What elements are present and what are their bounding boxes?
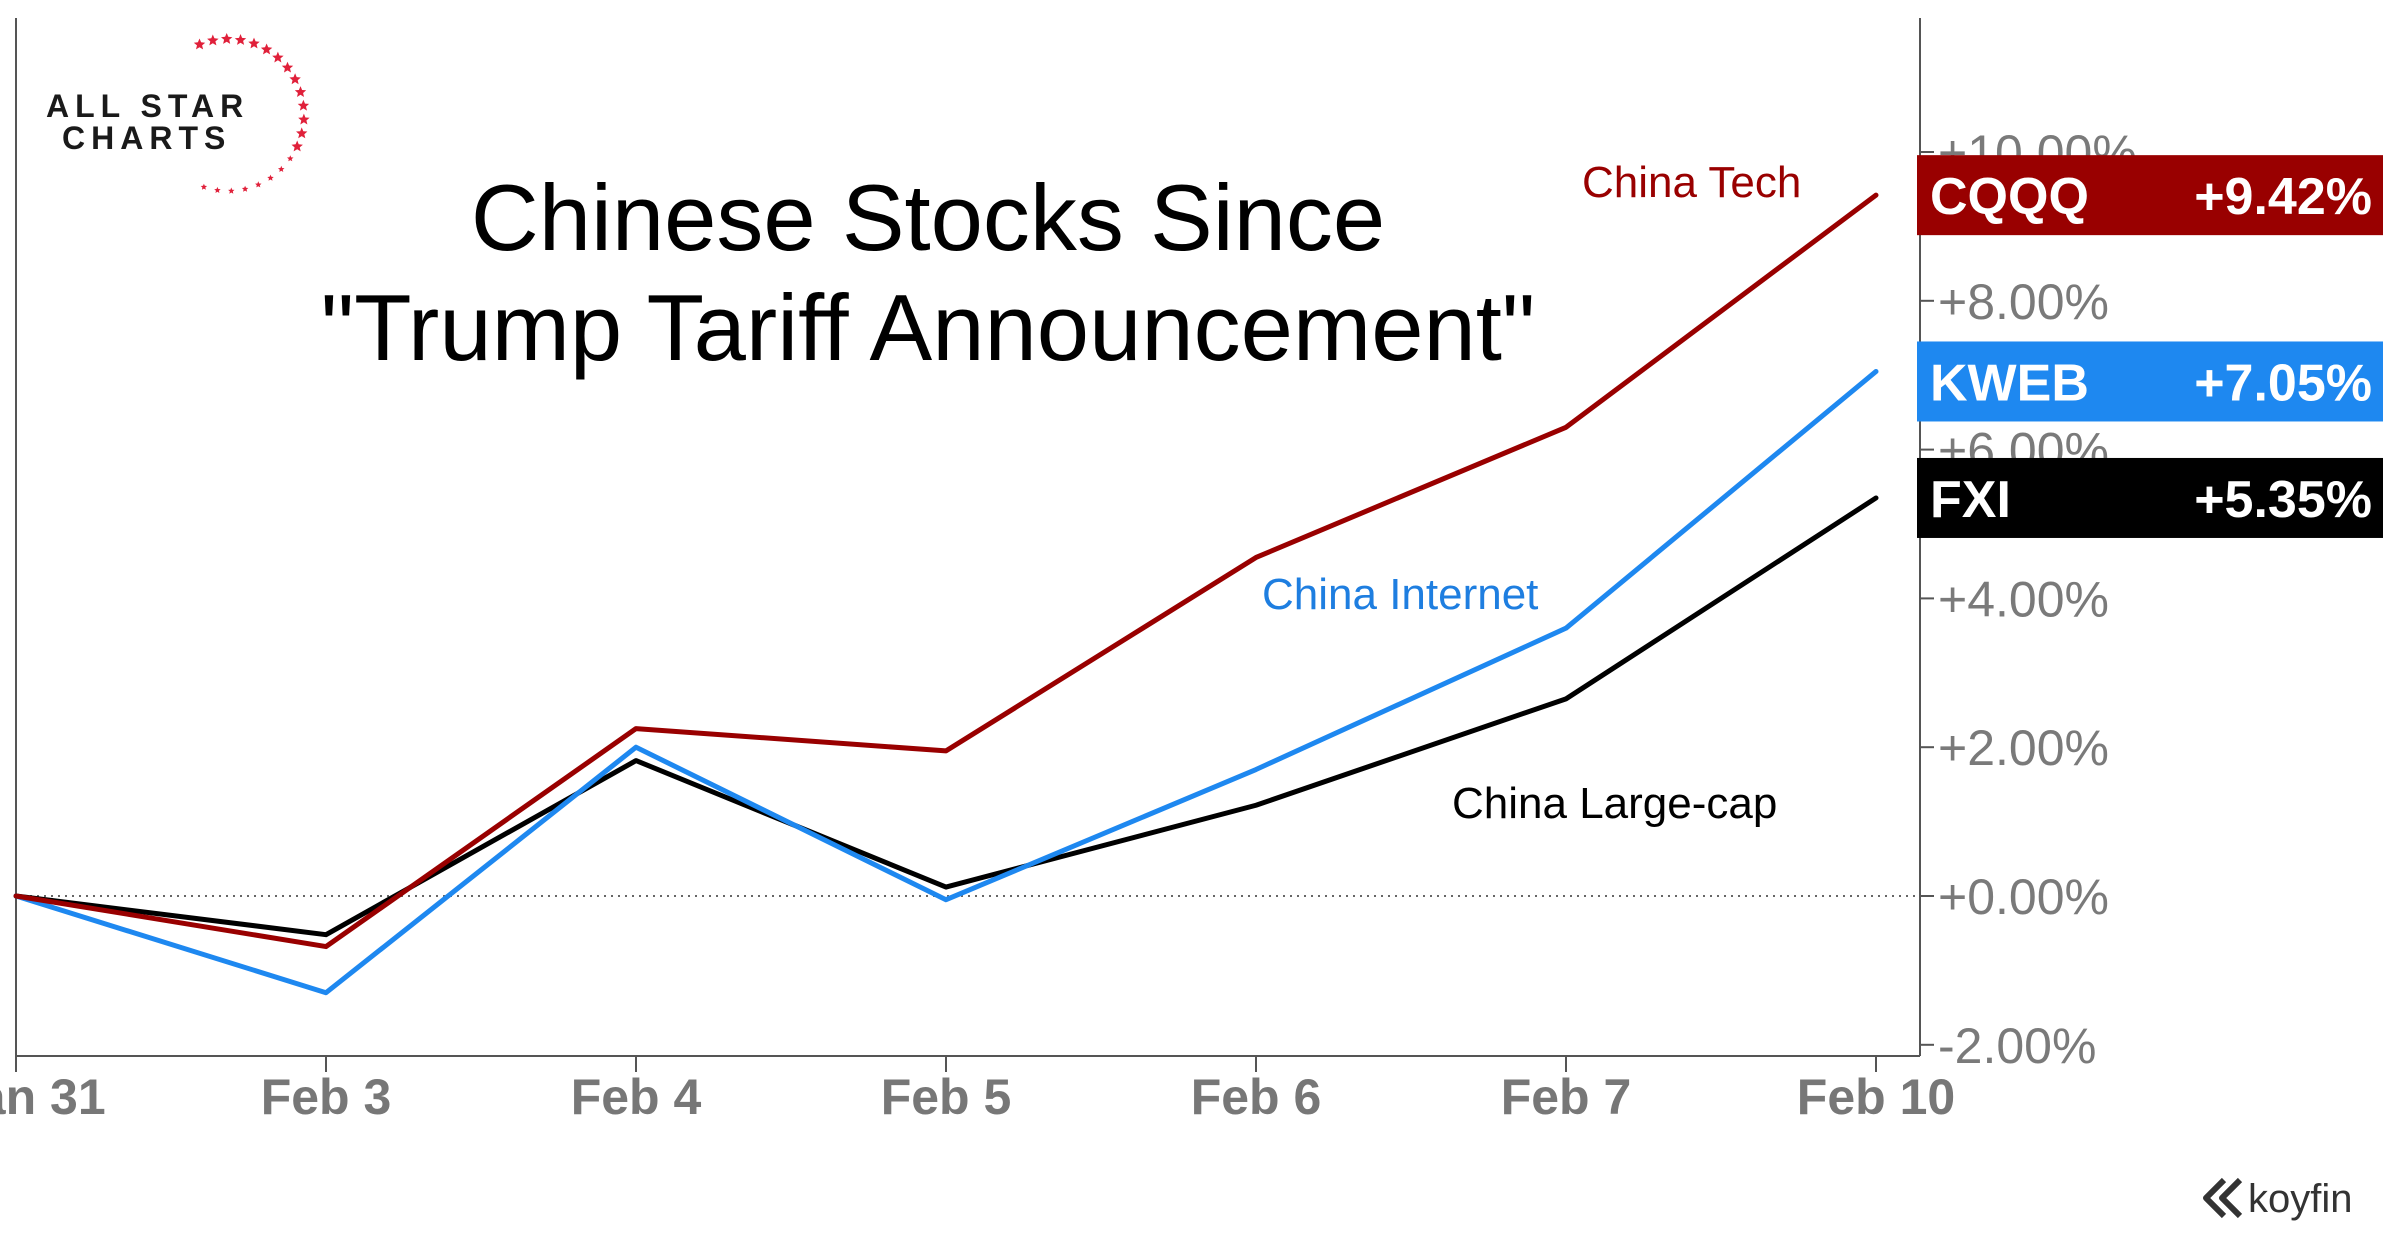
koyfin-mark-icon — [2203, 1177, 2243, 1219]
x-tick-label: Feb 3 — [261, 1069, 392, 1125]
x-tick-label: Feb 10 — [1797, 1069, 1955, 1125]
y-tick-label: +8.00% — [1938, 274, 2109, 330]
chart-title-line2: "Trump Tariff Announcement" — [321, 275, 1536, 380]
badge-ticker: FXI — [1930, 471, 2011, 529]
y-tick-label: +2.00% — [1938, 720, 2109, 776]
y-tick-label: +4.00% — [1938, 571, 2109, 627]
series-line-kweb — [13, 368, 1879, 996]
last-value-badges: CQQQ +9.42% KWEB +7.05% FXI +5.35% — [1917, 155, 2383, 538]
x-tick-label: Feb 6 — [1191, 1069, 1322, 1125]
y-tick-label: +0.00% — [1938, 869, 2109, 925]
x-tick-label: Feb 4 — [571, 1069, 702, 1125]
badge-kweb — [1917, 341, 2383, 422]
logo-line2: CHARTS — [62, 120, 231, 156]
logo-line1: ALL STAR — [46, 88, 249, 124]
y-tick-label: -2.00% — [1938, 1018, 2096, 1074]
y-axis-ticks: +10.00%+8.00%+6.00%+4.00%+2.00%+0.00%-2.… — [1920, 125, 2137, 1074]
badge-ticker: KWEB — [1930, 354, 2089, 412]
series-line-fxi — [13, 495, 1879, 938]
badge-fxi — [1917, 457, 2383, 538]
x-axis-ticks: Jan 31 Feb 3 Feb 4 Feb 5 Feb 6 Feb 7 Feb 10 — [0, 1056, 1955, 1125]
badge-value: +7.05% — [2194, 354, 2372, 412]
series-line-cqqq — [13, 192, 1879, 950]
series-lines — [13, 192, 1879, 996]
annotation-china-internet: China Internet — [1262, 570, 1538, 619]
all-star-charts-logo: ALL STAR CHARTS — [46, 33, 310, 194]
annotation-china-tech: China Tech — [1582, 158, 1801, 207]
star-arc-icon — [193, 33, 310, 194]
badge-value: +5.35% — [2194, 471, 2372, 529]
koyfin-wordmark: koyfin — [2248, 1177, 2353, 1221]
annotation-china-large-cap: China Large-cap — [1452, 779, 1777, 828]
badge-ticker: CQQQ — [1930, 168, 2089, 226]
x-tick-label: Feb 7 — [1501, 1069, 1632, 1125]
x-tick-label: Jan 31 — [0, 1069, 106, 1125]
x-tick-label: Feb 5 — [881, 1069, 1012, 1125]
chart-title-line1: Chinese Stocks Since — [471, 165, 1385, 270]
koyfin-logo: koyfin — [2203, 1177, 2353, 1221]
badge-value: +9.42% — [2194, 168, 2372, 226]
badge-cqqq — [1917, 155, 2383, 236]
